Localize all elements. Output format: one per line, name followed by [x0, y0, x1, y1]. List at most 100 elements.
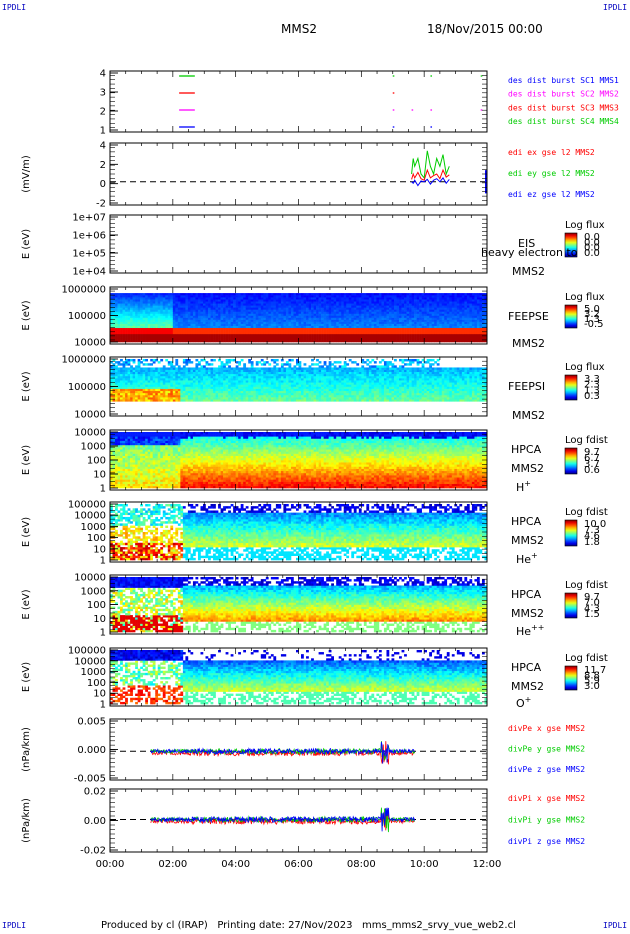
spectrogram-cell	[178, 301, 181, 303]
spectrogram-cell	[206, 340, 209, 342]
spectrogram-cell	[306, 307, 309, 309]
spectrogram-cell	[309, 305, 312, 307]
spectrogram-cell	[309, 303, 312, 305]
spectrogram-cell	[241, 340, 244, 342]
spectrogram-cell	[158, 299, 161, 301]
spectrogram-cell	[321, 297, 324, 299]
spectrogram-cell	[153, 320, 156, 322]
spectrogram-cell	[133, 295, 136, 297]
spectrogram-cell	[193, 313, 196, 315]
spectrogram-cell	[306, 313, 309, 315]
spectrogram-cell	[226, 318, 229, 320]
spectrogram-cell	[311, 336, 314, 338]
spectrogram-cell	[150, 295, 153, 297]
spectrogram-cell	[170, 336, 173, 338]
spectrogram-cell	[299, 307, 302, 309]
spectrogram-cell	[314, 301, 317, 303]
spectrogram-cell	[216, 309, 219, 311]
spectrogram-cell	[276, 324, 279, 326]
spectrogram-cell	[251, 311, 254, 313]
spectrogram-cell	[160, 313, 163, 315]
spectrogram-cell	[190, 332, 193, 334]
spectrogram-cell	[273, 309, 276, 311]
spectrogram-cell	[140, 326, 143, 328]
spectrogram-cell	[155, 316, 158, 318]
spectrogram-cell	[301, 313, 304, 315]
spectrogram-cell	[311, 307, 314, 309]
spectrogram-cell	[304, 307, 307, 309]
spectrogram-cell	[140, 313, 143, 315]
spectrogram-cell	[153, 297, 156, 299]
spectrogram-cell	[236, 328, 239, 330]
spectrogram-cell	[228, 332, 231, 334]
spectrogram-cell	[314, 328, 317, 330]
spectrogram-cell	[283, 311, 286, 313]
spectrogram-cell	[150, 307, 153, 309]
spectrogram-cell	[120, 309, 123, 311]
spectrogram-cell	[115, 334, 118, 336]
spectrogram-cell	[188, 303, 191, 305]
spectrogram-cell	[218, 313, 221, 315]
spectrogram-cell	[281, 303, 284, 305]
spectrogram-cell	[148, 336, 151, 338]
spectrogram-cell	[291, 322, 294, 324]
spectrogram-cell	[268, 299, 271, 301]
spectrogram-cell	[241, 295, 244, 297]
spectrogram-cell	[228, 309, 231, 311]
spectrogram-cell	[178, 334, 181, 336]
spectrogram-cell	[170, 316, 173, 318]
spectrogram-cell	[170, 313, 173, 315]
spectrogram-cell	[291, 318, 294, 320]
spectrogram-cell	[133, 301, 136, 303]
spectrogram-cell	[253, 324, 256, 326]
spectrogram-cell	[218, 318, 221, 320]
spectrogram-cell	[223, 318, 226, 320]
spectrogram-cell	[251, 313, 254, 315]
spectrogram-cell	[193, 320, 196, 322]
spectrogram-cell	[145, 305, 148, 307]
spectrogram-cell	[258, 332, 261, 334]
spectrogram-cell	[281, 326, 284, 328]
spectrogram-cell	[195, 322, 198, 324]
spectrogram-cell	[286, 305, 289, 307]
spectrogram-cell	[170, 326, 173, 328]
spectrogram-cell	[163, 295, 166, 297]
spectrogram-cell	[173, 297, 176, 299]
spectrogram-cell	[175, 316, 178, 318]
spectrogram-cell	[314, 307, 317, 309]
spectrogram-cell	[168, 307, 171, 309]
panel-frame	[110, 143, 487, 205]
spectrogram-cell	[283, 340, 286, 342]
spectrogram-cell	[293, 330, 296, 332]
spectrogram-cell	[319, 326, 322, 328]
spectrogram-cell	[145, 326, 148, 328]
spectrogram-cell	[158, 303, 161, 305]
spectrogram-cell	[206, 301, 209, 303]
spectrogram-cell	[309, 322, 312, 324]
spectrogram-cell	[143, 328, 146, 330]
spectrogram-cell	[221, 299, 224, 301]
spectrogram-cell	[135, 334, 138, 336]
spectrogram-cell	[319, 320, 322, 322]
spectrogram-cell	[231, 322, 234, 324]
spectrogram-cell	[115, 332, 118, 334]
spectrogram-cell	[213, 305, 216, 307]
spectrogram-cell	[321, 324, 324, 326]
spectrogram-cell	[193, 295, 196, 297]
spectrogram-cell	[173, 309, 176, 311]
spectrogram-cell	[148, 299, 151, 301]
spectrogram-cell	[231, 303, 234, 305]
spectrogram-cell	[213, 322, 216, 324]
spectrogram-cell	[150, 297, 153, 299]
spectrogram-cell	[115, 326, 118, 328]
spectrogram-cell	[271, 293, 274, 295]
spectrogram-cell	[309, 307, 312, 309]
spectrogram-cells	[110, 293, 487, 342]
spectrogram-cell	[165, 338, 168, 340]
spectrogram-cell	[231, 332, 234, 334]
spectrogram-cell	[193, 340, 196, 342]
spectrogram-cell	[211, 330, 214, 332]
spectrogram-cell	[206, 320, 209, 322]
spectrogram-cell	[218, 328, 221, 330]
spectrogram-cell	[288, 332, 291, 334]
